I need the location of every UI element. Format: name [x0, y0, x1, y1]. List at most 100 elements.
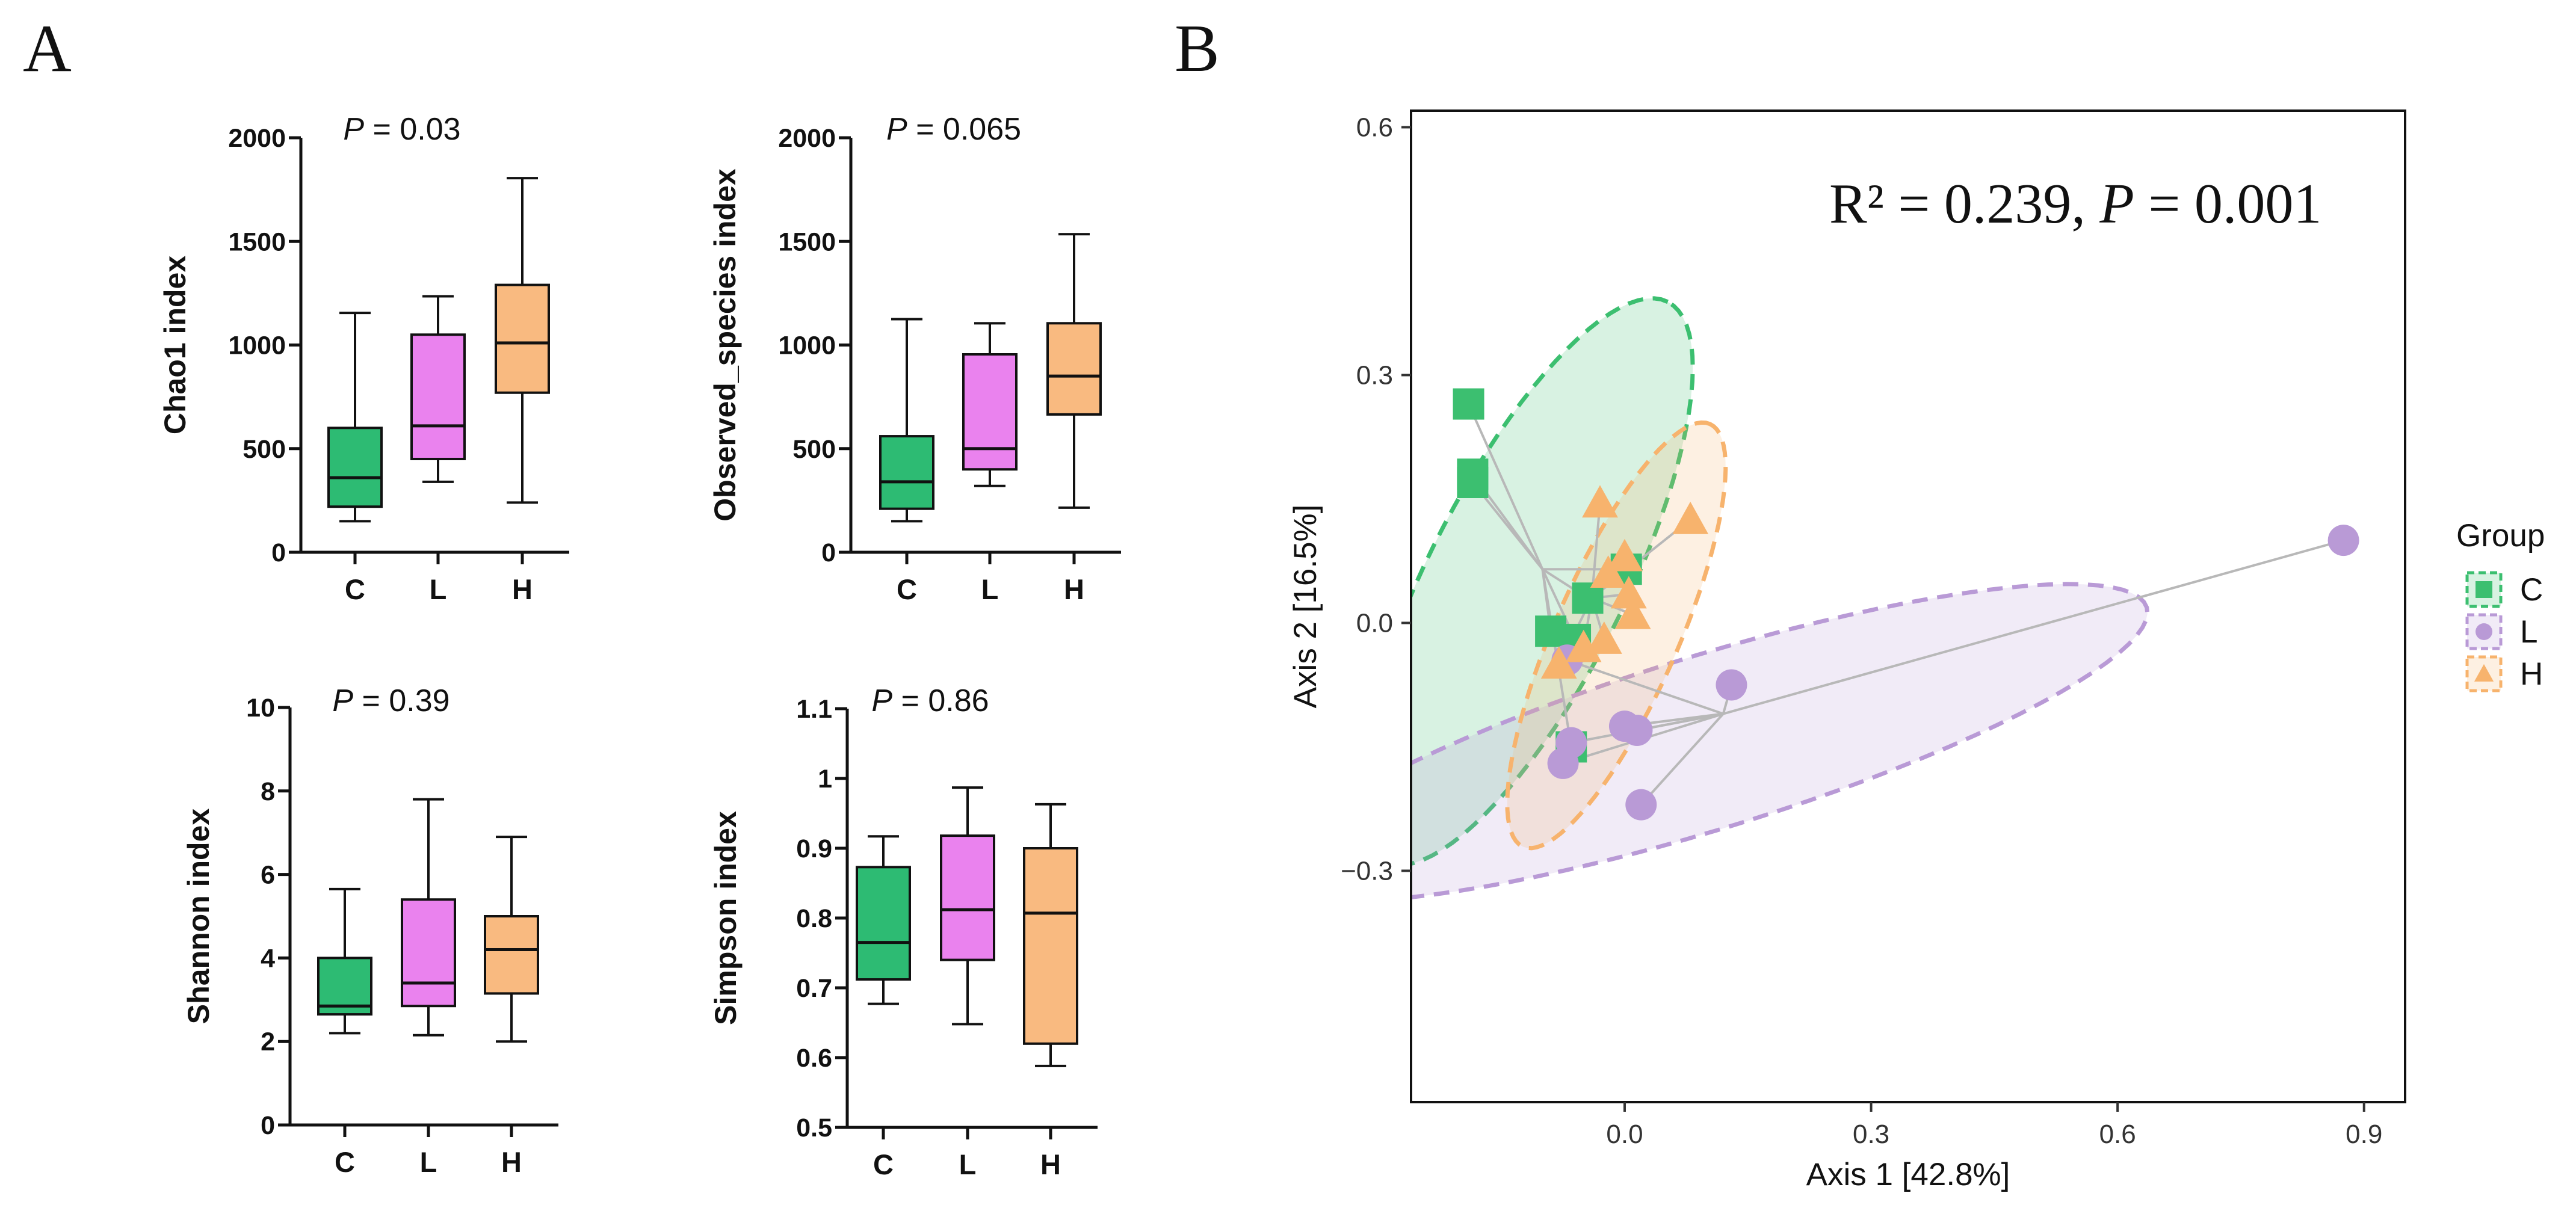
panel-b-label: B [1175, 11, 1220, 86]
spider-line-L [1566, 659, 1724, 715]
box-H [484, 836, 539, 1043]
y-tick-label: 0.9 [796, 834, 832, 863]
p-value: = 0.86 [892, 683, 989, 718]
panel-a-label: A [23, 11, 72, 86]
iqr-box [879, 435, 934, 510]
legend: Group CLH [2456, 518, 2545, 692]
y-tick-label: 0 [271, 538, 286, 567]
point-L [2327, 525, 2359, 556]
iqr-box [940, 834, 995, 961]
y-tick-label: 1500 [228, 227, 286, 256]
box-C [327, 312, 383, 523]
p-value: = 0.03 [364, 112, 460, 147]
p-value: = 0.065 [907, 112, 1021, 147]
ellipse-C [1411, 296, 1695, 866]
x-tick-label: 0.9 [2346, 1120, 2382, 1149]
iqr-box [856, 866, 911, 981]
x-tick-label: H [512, 573, 533, 605]
box-H [1046, 233, 1102, 509]
iqr-box [410, 333, 466, 460]
point-L [1621, 715, 1653, 746]
x-tick-label: C [897, 573, 917, 605]
p-symbol: P [886, 112, 907, 147]
x-axis-title: Axis 1 [42.8%] [1806, 1157, 2010, 1192]
iqr-box [327, 427, 383, 508]
ellipse-L [1411, 582, 2150, 899]
p-value: = 0.001 [2134, 173, 2322, 235]
y-tick-label: 2000 [778, 124, 836, 153]
point-H [1590, 555, 1626, 588]
p-symbol: P [343, 112, 364, 147]
spider-line-L [1640, 713, 1725, 806]
iqr-box [1046, 322, 1102, 416]
plot-frame [1410, 109, 2406, 1103]
y-tick-label: 8 [261, 777, 275, 806]
p-value-label: P = 0.03 [343, 112, 460, 147]
y-tick-label: 0.5 [796, 1114, 832, 1142]
box-H [1023, 803, 1078, 1067]
point-H [1610, 576, 1647, 609]
legend-key-H [2465, 655, 2503, 692]
box-L [940, 786, 995, 1026]
legend-marker-C [2476, 581, 2492, 598]
x-tick-label: H [1064, 573, 1084, 605]
y-tick-label: 1000 [778, 331, 836, 360]
x-tick-label: C [873, 1148, 894, 1180]
legend-marker-L [2476, 623, 2492, 640]
spider-line-C [1467, 403, 1544, 570]
y-axis-title: Shannon index [182, 809, 215, 1025]
x-tick-label: L [430, 573, 447, 605]
box-L [962, 322, 1018, 487]
iqr-box [484, 915, 539, 995]
y-tick-label: 10 [246, 694, 275, 723]
spider-line-L [1723, 539, 2344, 715]
box-L [410, 295, 466, 483]
point-H [1607, 538, 1643, 572]
simpson-boxplot: 0.5 0.6 0.7 0.8 0.9 1 1.1 C L H Simpson index P = 0… [709, 683, 1098, 1180]
legend-label-L: L [2520, 614, 2537, 650]
y-tick-label: 500 [792, 435, 836, 464]
r-squared: R² = 0.239, [1829, 173, 2099, 235]
point-L [1625, 789, 1657, 821]
box-C [317, 887, 372, 1035]
point-H [1614, 596, 1651, 629]
y-tick-label: 0.3 [1356, 360, 1393, 390]
spider-line-H [1590, 503, 1602, 599]
pcoa-scatter: 0.0 0.3 0.6 0.9 −0.3 0.0 0.3 0.6 Axis 1 [42.8%] A… [1288, 109, 2545, 1192]
x-tick-label: L [959, 1148, 977, 1180]
y-tick-label: −0.3 [1341, 856, 1393, 886]
p-symbol: P [2099, 173, 2134, 235]
y-tick-label: 2000 [228, 124, 286, 153]
shannon-boxplot: 0 2 4 6 8 10 C L H Shannon index P = 0.39 [182, 683, 558, 1178]
y-tick-label: 0.0 [1356, 608, 1393, 638]
y-tick-label: 0 [821, 538, 836, 567]
iqr-box [495, 283, 550, 394]
point-H [1540, 646, 1577, 679]
iqr-box [401, 898, 456, 1008]
point-C [1453, 388, 1484, 420]
chao1-boxplot: 0 500 1000 1500 2000 C L H Chao1 index P = 0.03 [158, 112, 569, 605]
point-H [1565, 629, 1602, 662]
y-tick-label: 1.1 [796, 695, 832, 724]
permanova-stat: R² = 0.239, P = 0.001 [1829, 173, 2321, 235]
p-value-label: P = 0.39 [332, 683, 449, 718]
legend-label-H: H [2520, 656, 2543, 692]
iqr-box [1023, 847, 1078, 1045]
p-value: = 0.39 [353, 683, 449, 718]
y-axis-title: Chao1 index [158, 256, 192, 434]
point-H [1582, 485, 1618, 518]
iqr-box [962, 353, 1018, 471]
y-tick-label: 0.6 [796, 1044, 832, 1073]
legend-title: Group [2456, 518, 2545, 553]
point-C [1457, 467, 1489, 498]
x-tick-label: C [345, 573, 365, 605]
y-tick-label: 0 [261, 1111, 275, 1140]
y-tick-label: 1500 [778, 227, 836, 256]
box-C [856, 835, 911, 1005]
x-tick-label: 0.6 [2099, 1120, 2136, 1149]
y-axis-title: Axis 2 [16.5%] [1288, 505, 1323, 709]
y-tick-label: 2 [261, 1028, 275, 1056]
legend-marker-H [2474, 664, 2494, 682]
y-tick-label: 0.8 [796, 904, 832, 933]
y-axis-title: Observed_species index [708, 168, 742, 522]
